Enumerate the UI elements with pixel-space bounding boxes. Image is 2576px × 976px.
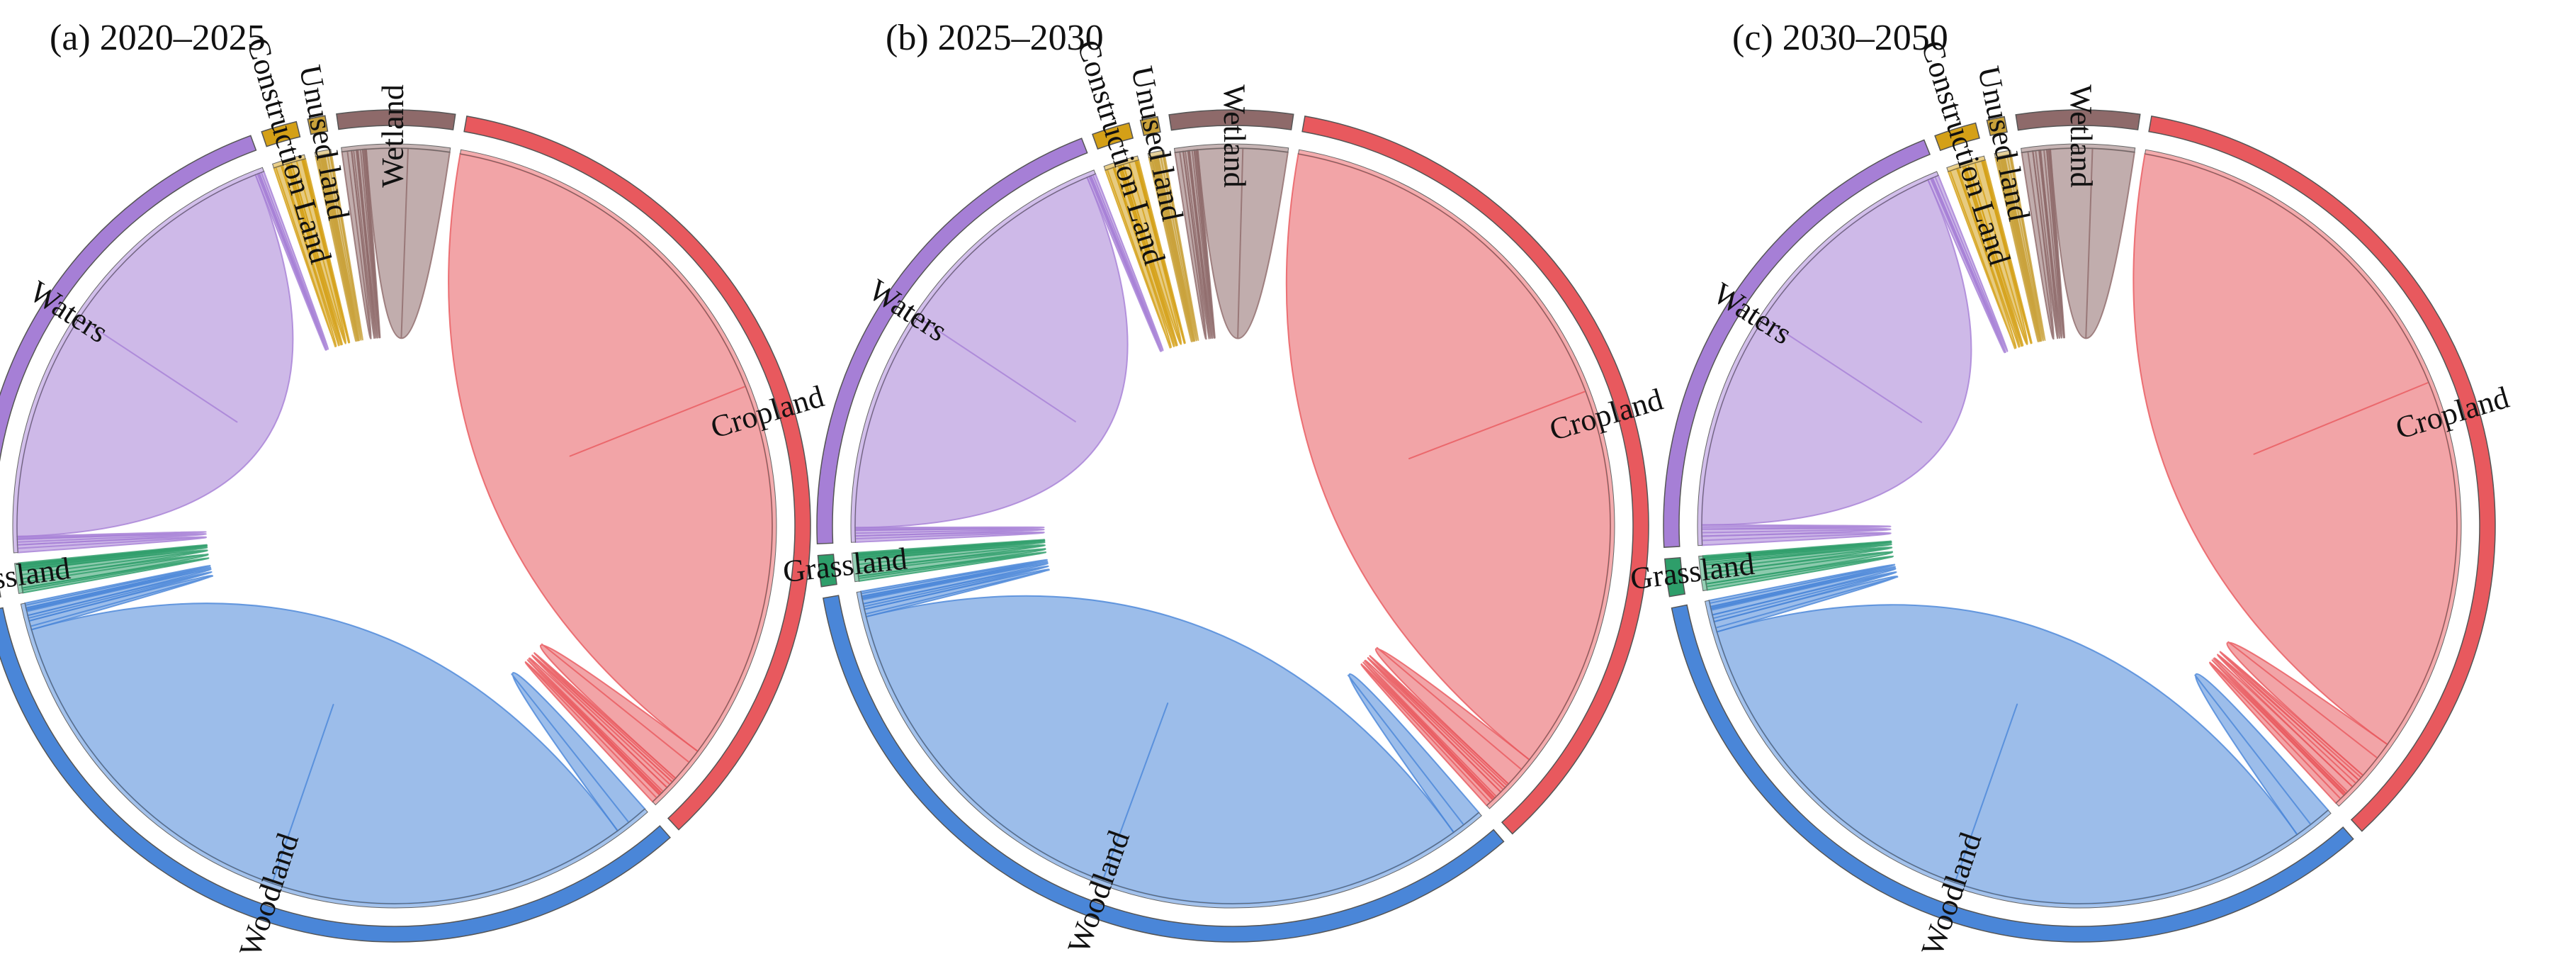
panel-title: (c) 2030–2050: [1732, 18, 1948, 58]
sector-inner-arc: [1103, 155, 1139, 171]
sector-inner-arc: [271, 154, 306, 169]
sector-arc: [261, 120, 301, 147]
sector-arc: [0, 607, 671, 943]
sector-arc: [816, 138, 1088, 545]
sector-arc: [1301, 116, 1649, 835]
sector-inner-arc: [1147, 150, 1165, 158]
sector-inner-arc: [1705, 600, 2332, 909]
chord: [1285, 152, 1611, 761]
sector-inner-arc: [851, 552, 860, 583]
chord: [865, 595, 1455, 904]
sector-inner-arc: [1297, 149, 1615, 809]
sector-arc: [2015, 109, 2141, 131]
sector-inner-arc: [1697, 171, 1939, 546]
sector-inner-arc: [1698, 555, 1708, 592]
sector-arc: [1934, 122, 1980, 152]
sector-inner-arc: [1946, 155, 1986, 172]
category-label: Grassland: [0, 551, 72, 602]
sector-arc: [1664, 556, 1686, 598]
chord-panel: CroplandWoodlandGrasslandWatersConstruct…: [1628, 37, 2512, 960]
sector-arc: [1139, 116, 1161, 137]
chord-panel: CroplandWoodlandGrasslandWatersConstruct…: [0, 34, 827, 961]
category-label: Wetland: [1217, 84, 1253, 188]
sector-inner-arc: [850, 169, 1096, 543]
panel-title: (b) 2025–2030: [886, 18, 1104, 58]
sector-inner-arc: [459, 149, 777, 806]
sector-arc: [1663, 139, 1931, 548]
sector-inner-arc: [14, 562, 24, 595]
sector-arc: [0, 590, 1, 598]
sector-arc: [336, 109, 456, 130]
chord: [1716, 604, 2298, 904]
sector-inner-arc: [1173, 143, 1289, 153]
category-label: Wetland: [2064, 84, 2099, 188]
chord-panel: CroplandWoodlandGrasslandWatersConstruct…: [781, 36, 1667, 958]
panel-title: (a) 2020–2025: [50, 18, 266, 58]
sector-inner-arc: [12, 167, 265, 554]
sector-arc: [463, 116, 811, 831]
sector-inner-arc: [856, 590, 1482, 909]
sector-arc: [1092, 122, 1134, 150]
category-label: Wetland: [375, 84, 410, 188]
sector-arc: [823, 595, 1505, 943]
chord: [30, 602, 619, 904]
sector-inner-arc: [341, 143, 451, 153]
chord: [2132, 152, 2458, 746]
sector-arc: [0, 135, 257, 463]
sector-arc: [2148, 116, 2496, 832]
sector-inner-arc: [20, 602, 648, 909]
sector-inner-arc: [314, 149, 332, 157]
sector-inner-arc: [2144, 149, 2462, 807]
sector-inner-arc: [2021, 143, 2136, 153]
chord: [448, 152, 773, 753]
sector-arc: [307, 115, 329, 135]
sector-inner-arc: [1994, 150, 2012, 158]
sector-arc: [1986, 116, 2008, 137]
sector-arc: [817, 554, 837, 588]
sector-arc: [1671, 604, 2354, 943]
sector-arc: [1168, 109, 1294, 131]
